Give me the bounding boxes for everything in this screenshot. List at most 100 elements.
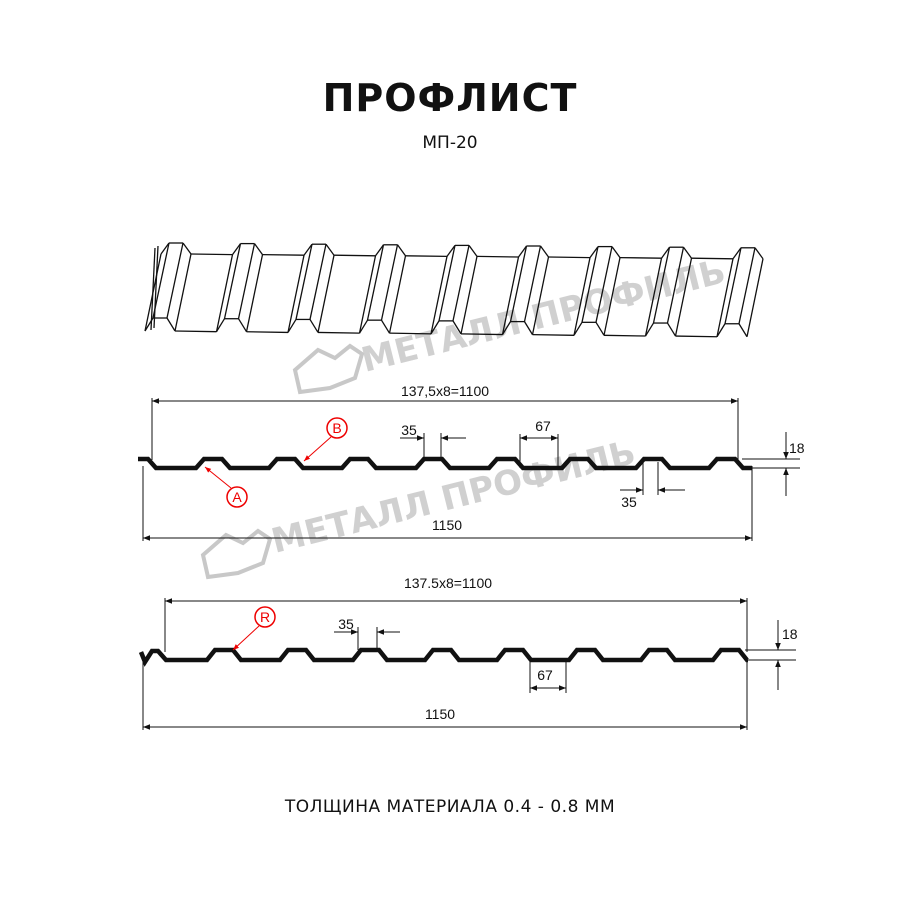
sheet-edge: [460, 256, 478, 335]
sheet-edge: [150, 247, 156, 331]
watermark-2: МЕТАЛЛ ПРОФИЛЬ: [200, 433, 640, 580]
sheet-edge: [523, 321, 534, 335]
sheet-edge: [430, 256, 448, 335]
sheet-edge: [166, 317, 176, 332]
sheet-edge: [595, 246, 613, 323]
sheet-edge: [287, 255, 305, 333]
sheet-edge: [548, 256, 591, 259]
sheet-edge: [223, 243, 242, 319]
sheet-edge: [674, 258, 693, 337]
sheet-edge: [531, 256, 550, 335]
sheet-edge: [523, 245, 542, 322]
sheet-edge: [603, 334, 646, 337]
sheet-edge: [374, 244, 385, 257]
sheet-edge: [309, 244, 327, 320]
svg-text:R: R: [260, 609, 270, 625]
sheet-edge: [396, 244, 407, 257]
sheet-edge: [644, 258, 663, 337]
sheet-edge: [644, 322, 655, 337]
sheet-edge: [388, 255, 407, 334]
sheet-edge: [603, 257, 621, 336]
profile-a-line: [138, 456, 752, 471]
pitch-label: 137.5x8=1100: [404, 575, 492, 591]
trough-label: 67: [537, 667, 553, 683]
sheet-edge: [666, 247, 685, 324]
sheet-edge: [660, 246, 671, 259]
sheet-edge: [675, 335, 718, 338]
sheet-edge: [460, 333, 503, 336]
svg-text:A: A: [232, 489, 242, 505]
sheet-edge: [581, 246, 599, 323]
sheet-edge: [738, 247, 756, 324]
page-subtitle: МП-20: [422, 133, 478, 153]
sheet-edge: [501, 321, 512, 335]
sheet-edge: [539, 245, 550, 258]
sheet-edge: [182, 242, 192, 255]
sheet-edge: [430, 320, 440, 335]
sheet-edge: [452, 320, 462, 335]
profile-a: 137,5x8=1100 1150 35 67 35 18 B A: [138, 383, 805, 541]
sheet-edge: [295, 244, 313, 320]
sheet-edge: [333, 254, 376, 257]
sheet-edge: [517, 245, 528, 258]
sheet-edge: [237, 318, 248, 333]
sheet-edge: [389, 332, 432, 335]
sheet-edge: [452, 245, 470, 322]
sheet-edge: [317, 331, 360, 334]
sheet-edge: [287, 319, 297, 333]
height-label: 18: [782, 626, 798, 642]
sheet-edge: [160, 242, 170, 255]
sheet-edge: [682, 246, 693, 259]
trough-label: 67: [535, 418, 551, 434]
total-width-label: 1150: [432, 517, 462, 533]
sheet-edge: [589, 246, 599, 258]
sheet-edge: [446, 245, 456, 257]
sheet-edge: [215, 318, 226, 333]
sheet-edge: [237, 243, 256, 319]
profile-r-line: [138, 647, 749, 667]
sheet-edge: [611, 246, 621, 258]
sheet-edge: [732, 247, 742, 260]
sheet-edge: [215, 254, 234, 332]
sheet-edge: [245, 254, 264, 332]
page-title: ПРОФЛИСТ: [322, 76, 578, 120]
sheet-edge: [509, 245, 528, 322]
sheet-3d-view: [144, 242, 764, 338]
sheet-edge: [253, 243, 264, 255]
sheet-edge: [262, 253, 305, 256]
sheet-edge: [754, 247, 764, 260]
sheet-edge: [573, 321, 583, 336]
watermark-text: МЕТАЛЛ ПРОФИЛЬ: [268, 433, 640, 562]
sheet-edge: [231, 243, 242, 255]
sheet-edge: [405, 255, 448, 258]
sheet-edge: [652, 247, 671, 324]
sheet-edge: [366, 244, 385, 321]
profile-r: 137.5x8=1100 1150 35 67 18 R: [138, 575, 798, 730]
total-width-label: 1150: [425, 706, 455, 722]
sheet-edge: [174, 330, 217, 333]
sheet-edge: [716, 323, 726, 338]
sheet-edge: [691, 257, 734, 260]
sheet-edge: [325, 243, 335, 256]
sheet-edge: [738, 323, 748, 338]
callout-r: R: [232, 606, 276, 651]
sheet-edge: [501, 256, 520, 335]
sheet-edge: [190, 253, 233, 256]
sheet-edge: [166, 242, 184, 319]
sheet-edge: [619, 256, 662, 259]
callout-b: B: [303, 417, 348, 462]
sheet-edge: [716, 258, 734, 337]
sheet-edge: [303, 243, 313, 256]
sheet-edge: [317, 255, 335, 333]
sheet-edge: [476, 255, 519, 258]
sheet-edge: [724, 247, 742, 324]
sheet-edge: [532, 333, 575, 336]
rib-bottom-label: 35: [621, 494, 637, 510]
height-label: 18: [789, 440, 805, 456]
sheet-edge: [174, 253, 192, 332]
svg-text:B: B: [332, 420, 341, 436]
callout-a: A: [204, 466, 248, 508]
sheet-edge: [380, 319, 391, 334]
sheet-edge: [153, 245, 159, 329]
